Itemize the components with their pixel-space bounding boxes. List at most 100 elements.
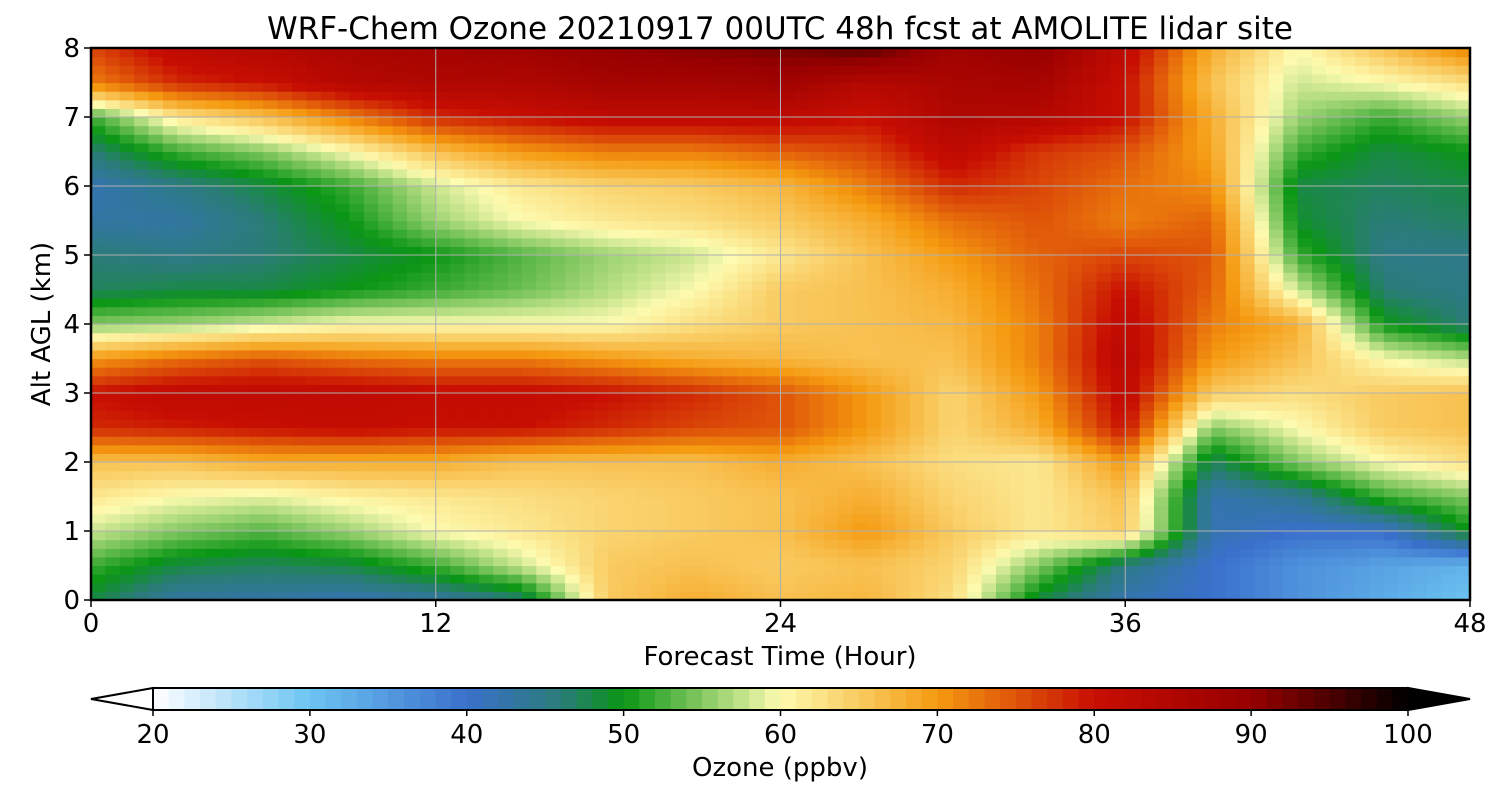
- heatmap-cell: [852, 280, 868, 291]
- heatmap-cell: [191, 324, 207, 334]
- heatmap-cell: [148, 462, 164, 472]
- heatmap-cell: [450, 186, 466, 196]
- heatmap-cell: [320, 479, 336, 489]
- heatmap-cell: [924, 151, 940, 161]
- heatmap-cell: [134, 306, 150, 316]
- heatmap-cell: [177, 211, 193, 222]
- heatmap-cell: [205, 548, 221, 558]
- heatmap-cell: [1153, 582, 1169, 592]
- heatmap-cell: [924, 211, 940, 222]
- heatmap-cell: [148, 151, 164, 161]
- heatmap-cell: [421, 384, 437, 394]
- heatmap-cell: [134, 539, 150, 549]
- heatmap-cell: [1369, 384, 1385, 394]
- heatmap-cell: [909, 479, 925, 489]
- heatmap-cell: [177, 177, 193, 187]
- heatmap-cell: [1039, 487, 1055, 498]
- heatmap-cell: [1355, 436, 1371, 446]
- heatmap-cell: [177, 505, 193, 515]
- heatmap-cell: [608, 160, 624, 170]
- heatmap-cell: [277, 418, 293, 429]
- heatmap-cell: [809, 324, 825, 334]
- heatmap-cell: [91, 341, 106, 351]
- heatmap-cell: [521, 237, 537, 247]
- heatmap-cell: [119, 349, 135, 360]
- heatmap-cell: [852, 591, 868, 601]
- heatmap-cell: [881, 341, 897, 351]
- heatmap-cell: [119, 393, 135, 403]
- heatmap-cell: [1340, 151, 1356, 161]
- heatmap-cell: [1110, 298, 1126, 308]
- heatmap-cell: [593, 263, 609, 273]
- heatmap-cell: [220, 315, 236, 325]
- heatmap-cell: [1211, 349, 1227, 360]
- heatmap-cell: [995, 436, 1011, 446]
- heatmap-cell: [881, 194, 897, 204]
- heatmap-cell: [1355, 298, 1371, 308]
- heatmap-cell: [1340, 177, 1356, 187]
- heatmap-cell: [1139, 186, 1155, 196]
- heatmap-cell: [794, 487, 810, 498]
- heatmap-cell: [1441, 427, 1457, 437]
- heatmap-cell: [292, 393, 308, 403]
- heatmap-cell: [895, 280, 911, 291]
- heatmap-cell: [636, 556, 652, 567]
- heatmap-cell: [91, 280, 106, 291]
- heatmap-cell: [651, 324, 667, 334]
- heatmap-cell: [766, 556, 782, 567]
- heatmap-cell: [1340, 513, 1356, 523]
- heatmap-cell: [134, 505, 150, 515]
- heatmap-cell: [751, 436, 767, 446]
- heatmap-cell: [823, 211, 839, 222]
- heatmap-cell: [220, 151, 236, 161]
- heatmap-cell: [306, 151, 322, 161]
- heatmap-cell: [91, 531, 106, 541]
- heatmap-cell: [1383, 591, 1399, 601]
- heatmap-cell: [363, 289, 379, 299]
- heatmap-cell: [378, 487, 394, 498]
- heatmap-cell: [1412, 272, 1428, 282]
- heatmap-cell: [809, 168, 825, 178]
- heatmap-cell: [636, 220, 652, 230]
- heatmap-cell: [521, 298, 537, 308]
- heatmap-cell: [292, 496, 308, 506]
- heatmap-cell: [421, 470, 437, 480]
- heatmap-cell: [550, 177, 566, 187]
- heatmap-cell: [335, 591, 351, 601]
- heatmap-cell: [1182, 341, 1198, 351]
- heatmap-cell: [895, 375, 911, 385]
- heatmap-cell: [521, 531, 537, 541]
- heatmap-cell: [306, 496, 322, 506]
- heatmap-cell: [608, 531, 624, 541]
- heatmap-cell: [1110, 487, 1126, 498]
- heatmap-cell: [1197, 539, 1213, 549]
- heatmap-cell: [450, 410, 466, 420]
- heatmap-cell: [938, 436, 954, 446]
- heatmap-cell: [550, 280, 566, 291]
- heatmap-cell: [177, 237, 193, 247]
- heatmap-cell: [320, 280, 336, 291]
- heatmap-cell: [866, 548, 882, 558]
- heatmap-cell: [565, 418, 580, 429]
- heatmap-cell: [995, 272, 1011, 282]
- heatmap-cell: [148, 436, 164, 446]
- heatmap-cell: [191, 375, 207, 385]
- heatmap-cell: [119, 194, 135, 204]
- heatmap-cell: [234, 487, 250, 498]
- heatmap-cell: [335, 470, 351, 480]
- heatmap-cell: [421, 410, 437, 420]
- heatmap-cell: [651, 479, 667, 489]
- heatmap-cell: [421, 151, 437, 161]
- heatmap-cell: [1125, 375, 1141, 385]
- heatmap-cell: [1254, 375, 1270, 385]
- heatmap-cell: [392, 548, 408, 558]
- heatmap-cell: [162, 367, 178, 377]
- heatmap-cell: [1067, 393, 1083, 403]
- heatmap-cell: [1053, 479, 1069, 489]
- heatmap-cell: [995, 332, 1011, 342]
- heatmap-cell: [565, 168, 580, 178]
- heatmap-cell: [1326, 246, 1342, 256]
- heatmap-cell: [866, 496, 882, 506]
- heatmap-cell: [679, 315, 695, 325]
- heatmap-cell: [1168, 151, 1184, 161]
